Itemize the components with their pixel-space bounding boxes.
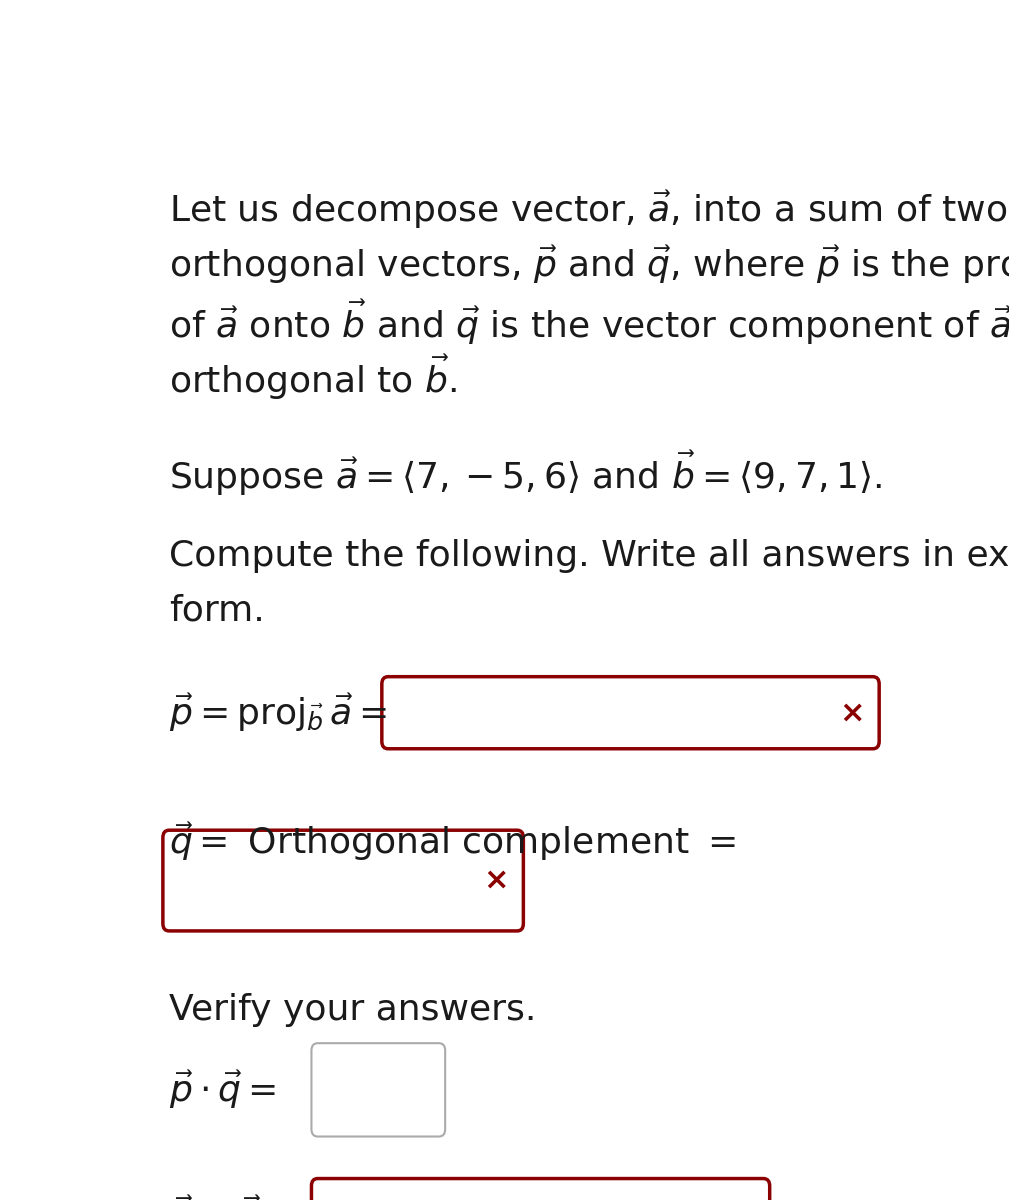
Text: Compute the following. Write all answers in exact: Compute the following. Write all answers… [170, 540, 1009, 574]
Text: $\mathbf{\times}$: $\mathbf{\times}$ [483, 866, 508, 895]
Text: orthogonal to $\vec{b}$.: orthogonal to $\vec{b}$. [170, 352, 457, 402]
FancyBboxPatch shape [312, 1043, 445, 1136]
Text: $\vec{p} \cdot \vec{q} =$: $\vec{p} \cdot \vec{q} =$ [170, 1068, 276, 1111]
Text: Let us decompose vector, $\vec{a}$, into a sum of two: Let us decompose vector, $\vec{a}$, into… [170, 188, 1008, 232]
FancyBboxPatch shape [381, 677, 879, 749]
FancyBboxPatch shape [312, 1178, 770, 1200]
Text: $\vec{p} = \mathrm{proj}_{\vec{b}}\,\vec{a} =$: $\vec{p} = \mathrm{proj}_{\vec{b}}\,\vec… [170, 691, 387, 734]
Text: of $\vec{a}$ onto $\vec{b}$ and $\vec{q}$ is the vector component of $\vec{a}$: of $\vec{a}$ onto $\vec{b}$ and $\vec{q}… [170, 298, 1009, 347]
Text: Suppose $\vec{a} = \langle 7, -5, 6 \rangle$ and $\vec{b} = \langle 9, 7, 1 \ran: Suppose $\vec{a} = \langle 7, -5, 6 \ran… [170, 448, 883, 498]
Text: $\mathbf{\times}$: $\mathbf{\times}$ [839, 698, 863, 727]
FancyBboxPatch shape [162, 830, 524, 931]
Text: $\vec{q} =$ Orthogonal complement $=$: $\vec{q} =$ Orthogonal complement $=$ [170, 820, 736, 863]
Text: $\vec{p} + \vec{q} =$: $\vec{p} + \vec{q} =$ [170, 1193, 295, 1200]
Text: Verify your answers.: Verify your answers. [170, 992, 537, 1027]
Text: form.: form. [170, 594, 265, 628]
Text: orthogonal vectors, $\vec{p}$ and $\vec{q}$, where $\vec{p}$ is the projection: orthogonal vectors, $\vec{p}$ and $\vec{… [170, 242, 1009, 286]
